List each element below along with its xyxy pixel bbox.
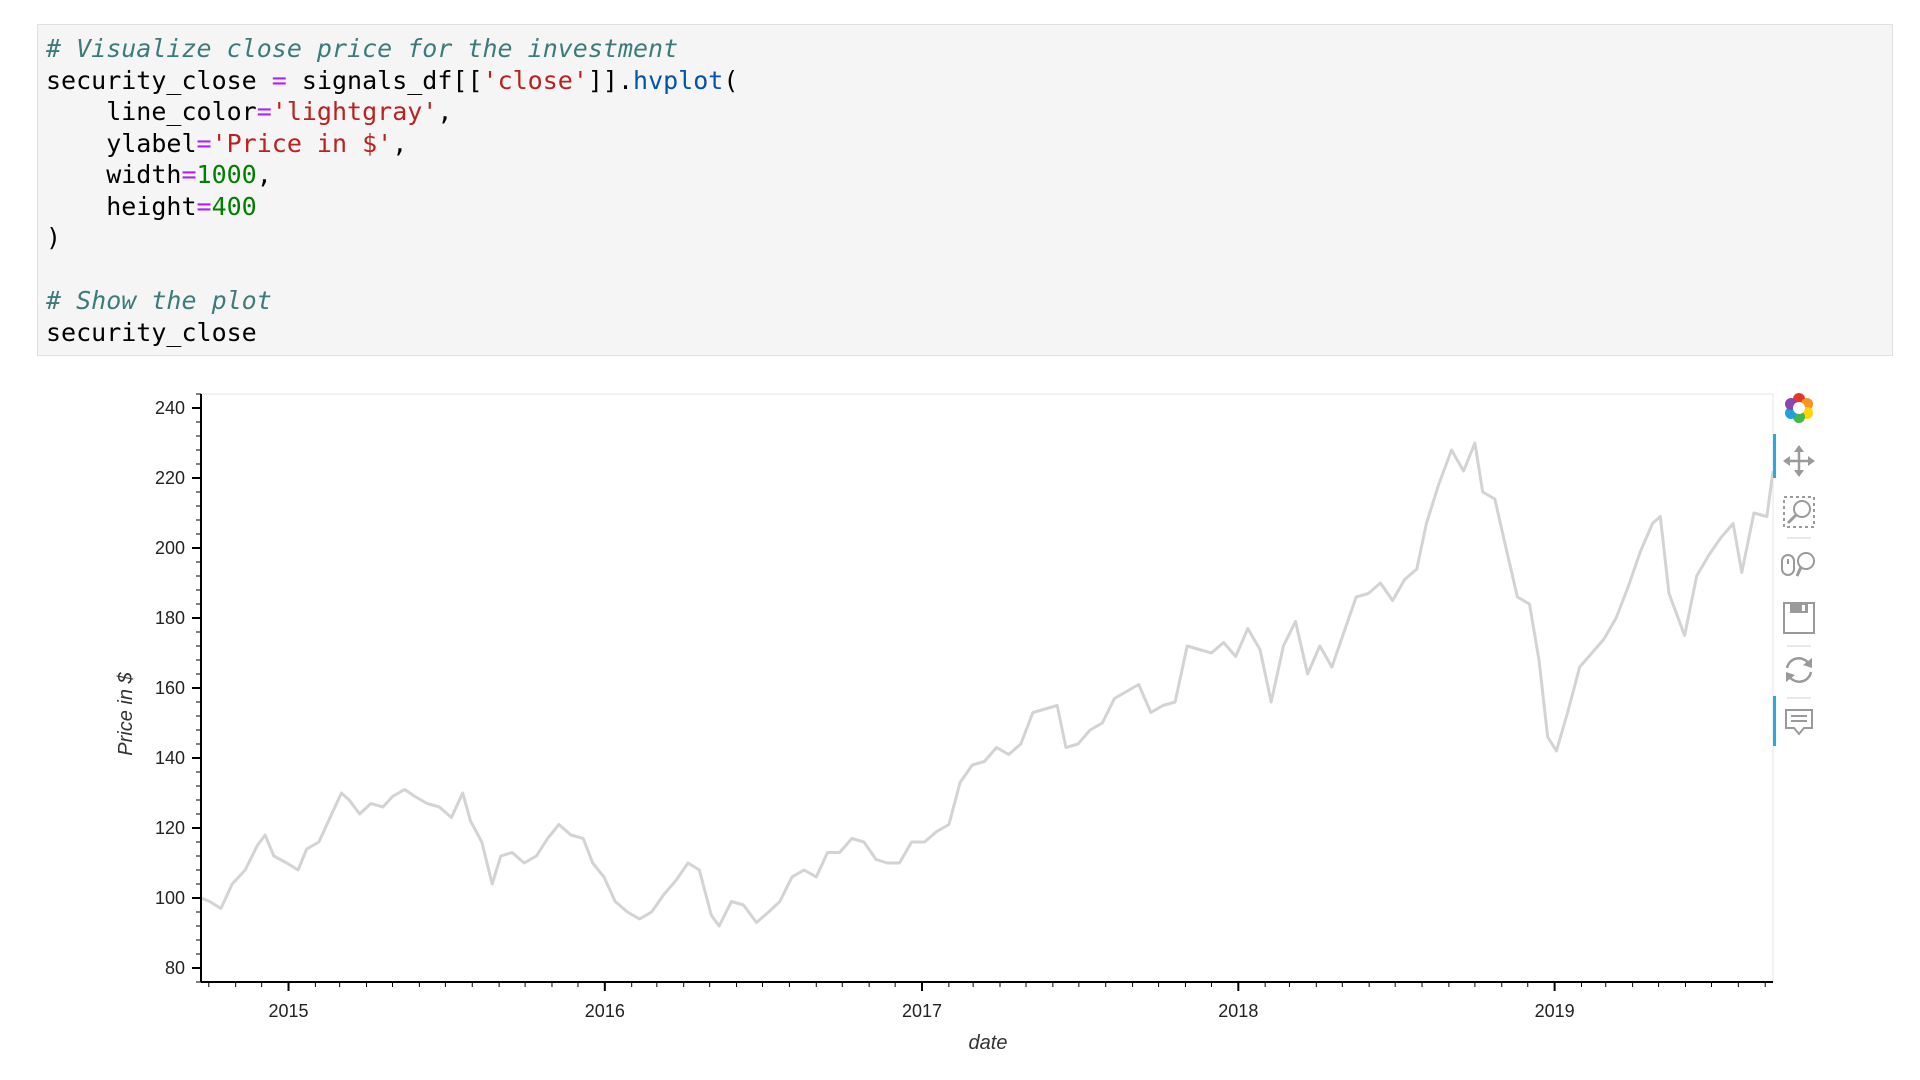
y-axis: 80 100 120 140 160 180 200 220 240	[155, 393, 202, 983]
pan-tool-icon[interactable]	[1783, 445, 1815, 477]
plot-area	[200, 393, 1775, 983]
y-tick-label: 180	[155, 608, 185, 628]
bokeh-logo-icon[interactable]	[1785, 393, 1813, 423]
code-line: # Show the plot	[46, 285, 1884, 317]
code-token: ,	[256, 160, 272, 189]
series-line	[200, 441, 1775, 928]
code-token: security_close	[46, 65, 272, 95]
x-axis: 2015 2016 2017 2018 2019	[201, 981, 1773, 1021]
x-tick-label: 2018	[1218, 1001, 1258, 1021]
y-axis-label: Price in $	[115, 671, 137, 755]
code-token: security_close	[46, 317, 257, 347]
code-token: =	[256, 97, 272, 126]
pan-active-indicator	[1773, 434, 1776, 478]
code-token: # Visualize close price for the investme…	[46, 34, 679, 63]
x-axis-label: date	[969, 1032, 1008, 1054]
code-token: hvplot	[633, 65, 724, 95]
code-line: line_color='lightgray',	[46, 96, 1884, 128]
code-token: =	[196, 128, 212, 158]
x-tick-label: 2016	[585, 1001, 625, 1021]
code-token: width	[46, 160, 182, 189]
code-token: # Show the plot	[46, 286, 272, 315]
chart-svg: 2015 2016 2017 2018 2019 80 100 120 140 160 180 20…	[115, 393, 1775, 1054]
code-line: height=400	[46, 191, 1884, 223]
y-tick-label: 160	[155, 678, 185, 698]
code-cell[interactable]: # Visualize close price for the investme…	[37, 24, 1893, 356]
code-token: ,	[437, 97, 453, 126]
code-token: height	[46, 191, 197, 221]
code-token: signals_df[[	[286, 65, 483, 95]
y-tick-label: 200	[155, 538, 185, 558]
y-tick-label: 220	[155, 468, 185, 488]
hover-active-indicator	[1773, 696, 1776, 746]
code-line: # Visualize close price for the investme…	[46, 33, 1884, 65]
y-tick-label: 80	[165, 958, 185, 978]
code-token: 400	[211, 191, 257, 221]
code-line: security_close	[46, 317, 1884, 349]
code-token: )	[46, 223, 62, 252]
price-chart[interactable]: 2015 2016 2017 2018 2019 80 100 120 140 160 180 20…	[100, 378, 1820, 1068]
code-token: =	[196, 191, 212, 221]
wheel-zoom-tool-icon[interactable]	[1781, 552, 1815, 577]
code-token: =	[271, 65, 287, 95]
reset-tool-icon[interactable]	[1785, 657, 1813, 683]
code-token: ]].	[587, 65, 634, 95]
code-editor[interactable]: # Visualize close price for the investme…	[46, 33, 1884, 348]
code-line: width=1000,	[46, 159, 1884, 191]
plot-frame	[200, 393, 1774, 983]
code-token: 'Price in $'	[211, 128, 393, 158]
x-tick-label: 2015	[269, 1001, 309, 1021]
y-tick-label: 140	[155, 748, 185, 768]
code-line: security_close = signals_df[['close']].h…	[46, 65, 1884, 97]
code-line	[46, 254, 1884, 286]
y-tick-label: 240	[155, 398, 185, 418]
code-token: 1000	[196, 160, 257, 189]
code-token: 'close'	[482, 65, 588, 95]
hover-tool-icon[interactable]	[1785, 709, 1813, 736]
x-tick-label: 2017	[902, 1001, 942, 1021]
code-line: ylabel='Price in $',	[46, 128, 1884, 160]
code-token: =	[181, 160, 197, 189]
code-token: ,	[392, 128, 408, 158]
y-tick-label: 120	[155, 818, 185, 838]
code-token: (	[723, 65, 739, 95]
code-token: 'lightgray'	[271, 97, 438, 126]
y-tick-label: 100	[155, 888, 185, 908]
save-tool-icon[interactable]	[1783, 602, 1815, 634]
box-zoom-tool-icon[interactable]	[1783, 496, 1815, 528]
code-token: ylabel	[46, 128, 197, 158]
bokeh-toolbar	[1772, 378, 1818, 758]
x-tick-label: 2019	[1535, 1001, 1575, 1021]
code-line: )	[46, 222, 1884, 254]
code-token: line_color	[46, 97, 257, 126]
